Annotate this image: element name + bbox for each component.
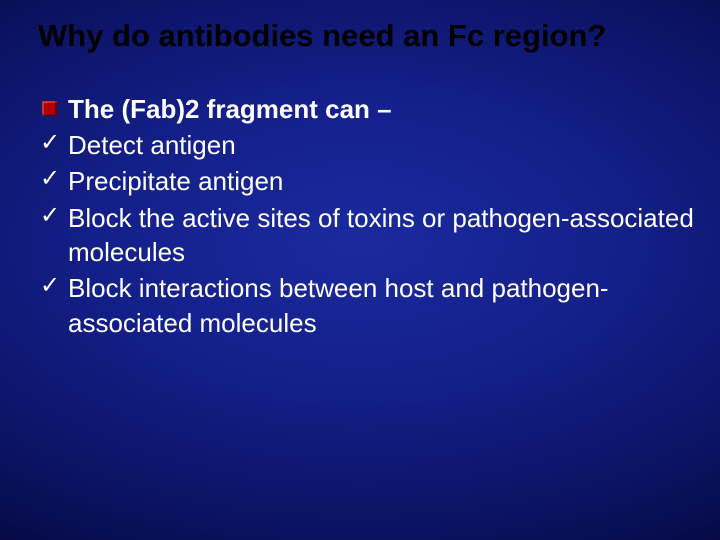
list-item: ✓ Precipitate antigen [40,164,700,198]
check-icon: ✓ [40,128,62,154]
check-icon: ✓ [40,271,62,297]
list-item: ✓ Detect antigen [40,128,700,162]
slide: Why do antibodies need an Fc region? The… [0,0,720,540]
lead-text: The (Fab)2 fragment can – [68,94,392,124]
item-text: Block interactions between host and path… [68,273,609,337]
check-icon: ✓ [40,164,62,190]
lead-line: The (Fab)2 fragment can – [40,92,700,126]
square-bullet-icon [42,101,57,116]
item-text: Block the active sites of toxins or path… [68,203,694,267]
slide-title: Why do antibodies need an Fc region? [0,0,720,64]
check-icon: ✓ [40,201,62,227]
list-item: ✓ Block interactions between host and pa… [40,271,700,340]
item-text: Detect antigen [68,130,236,160]
list-item: ✓ Block the active sites of toxins or pa… [40,201,700,270]
slide-body: The (Fab)2 fragment can – ✓ Detect antig… [0,64,720,340]
item-text: Precipitate antigen [68,166,283,196]
